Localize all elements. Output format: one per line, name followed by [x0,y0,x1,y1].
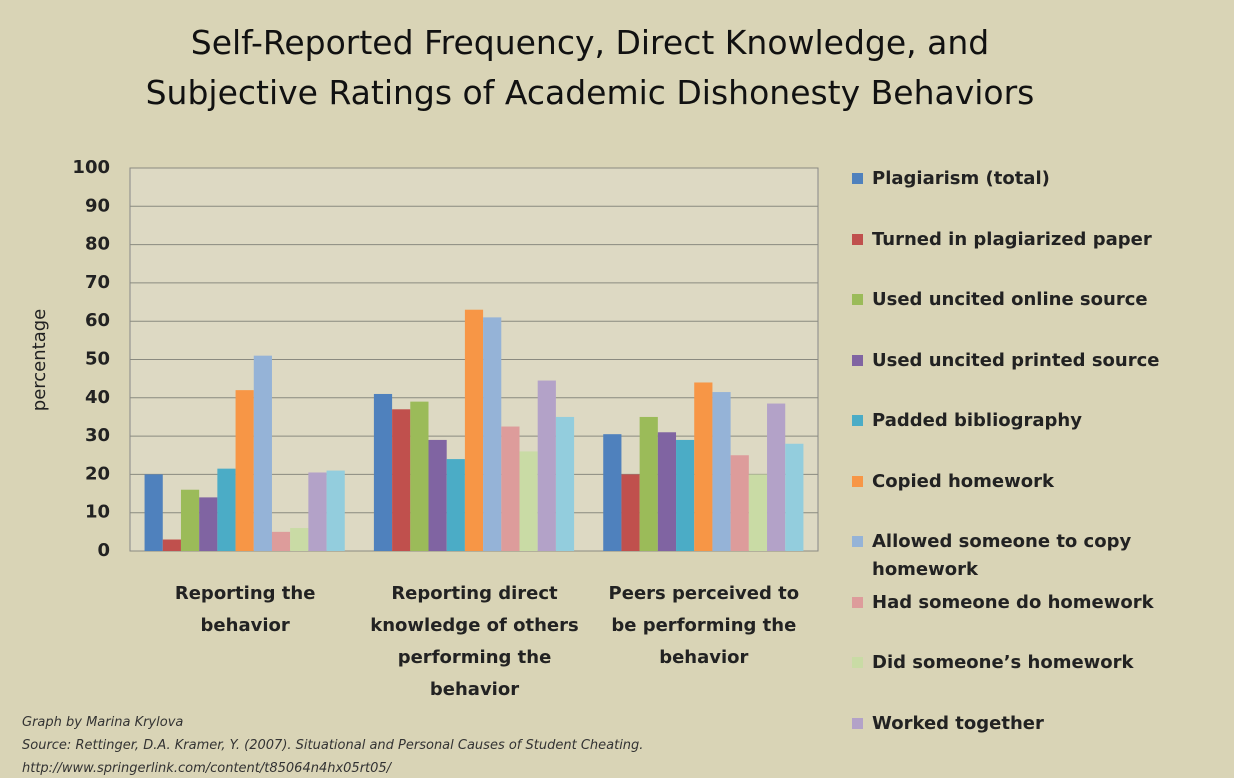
legend-swatch [852,596,863,608]
legend-item: Did someone’s homework [852,649,1212,677]
bar [694,382,713,551]
bar [253,355,272,551]
legend-label: Plagiarism (total) [872,168,1050,189]
bar [144,474,163,551]
legend-item: Padded bibliography [852,407,1212,435]
x-tick-label: Reporting the behavior [174,583,316,636]
bar [235,390,254,551]
legend-swatch [852,657,863,668]
legend-item: Copied homework [852,468,1212,496]
bar [639,416,658,551]
y-tick-label: 20 [85,463,110,484]
bar [373,393,393,551]
bar [785,443,804,551]
y-tick-label: 30 [85,425,110,446]
bar [271,531,291,551]
legend-label: Turned in plagiarized paper [872,228,1152,250]
bar [555,416,575,551]
footnote: Graph by Marina Krylova [22,715,184,730]
legend-item: Allowed someone to copy homework [852,528,1212,584]
bar [446,459,465,551]
bar [162,539,181,551]
bar [501,426,520,551]
bar [603,434,622,551]
bar [519,451,538,551]
bar [180,489,200,551]
legend-label: Did someone’s homework [872,652,1134,673]
legend-label: Used uncited printed source [872,349,1160,371]
y-tick-label: 90 [85,195,110,216]
bar [326,470,345,551]
bar [483,317,502,551]
bar [428,439,447,551]
chart-title: Self-Reported Frequency, Direct Knowledg… [145,23,1035,112]
footnote: http://www.springerlink.com/content/t850… [22,761,392,776]
y-axis-label: percentage [29,309,50,411]
bar [464,309,484,551]
bar [676,439,695,551]
x-tick-label: Peers perceived to be performing the beh… [608,583,800,668]
bar [621,474,640,551]
y-tick-label: 70 [85,272,110,293]
bar [730,455,749,551]
y-tick-label: 40 [85,387,110,408]
bar [392,409,411,551]
legend-item: Turned in plagiarized paper [852,226,1212,254]
bar [199,497,218,551]
legend-item: Plagiarism (total) [852,165,1212,193]
bar [217,468,236,551]
legend-swatch [852,415,863,426]
y-tick-label: 0 [97,540,110,561]
legend-item: Had someone do homework [852,589,1212,617]
bar [290,528,309,551]
bar [308,472,327,551]
legend-swatch [852,173,863,184]
legend-label: Worked together [872,712,1044,734]
legend-item: Used uncited online source [852,286,1212,314]
bar [712,392,731,551]
y-tick-label: 10 [85,502,110,523]
legend-label: Used uncited online source [872,289,1148,310]
footnote: Source: Rettinger, D.A. Kramer, Y. (2007… [22,738,644,753]
legend-label: Padded bibliography [872,410,1082,431]
bar [748,474,768,551]
bar [410,401,429,551]
legend-swatch [852,536,863,547]
bar [767,403,786,551]
legend-item: Worked together [852,710,1212,738]
legend-swatch [852,354,863,366]
legend-swatch [852,475,863,487]
y-tick-label: 80 [85,234,110,255]
legend-label: Allowed someone to copy homework [872,531,1132,580]
y-tick-label: 50 [85,349,110,370]
legend-swatch [852,294,863,305]
legend-label: Had someone do homework [872,591,1154,613]
y-tick-label: 100 [72,157,110,178]
legend-swatch [852,717,863,729]
bar [537,380,556,551]
legend-label: Copied homework [872,470,1054,492]
legend-swatch [852,233,863,245]
legend-item: Used uncited printed source [852,347,1212,375]
bar [657,432,677,551]
y-tick-label: 60 [85,310,110,331]
x-tick-label: Reporting direct knowledge of others per… [370,583,579,700]
